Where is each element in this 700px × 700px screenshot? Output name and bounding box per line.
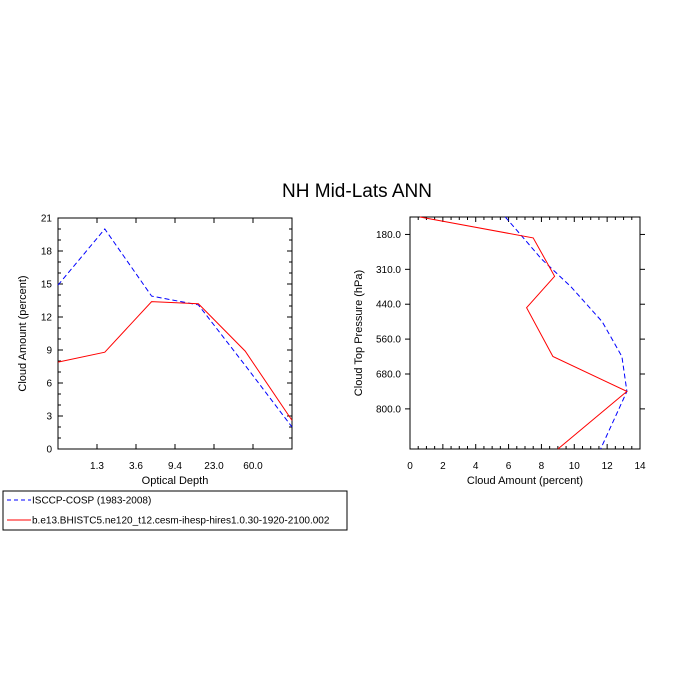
y-tick-label: 3 — [46, 412, 52, 423]
y-tick-label: 18 — [41, 247, 53, 258]
y-axis-title: Cloud Amount (percent) — [17, 275, 29, 391]
x-tick-label: 2 — [440, 461, 446, 472]
x-tick-label: 10 — [569, 461, 581, 472]
plot-frame — [409, 216, 641, 450]
y-tick-label: 0 — [46, 445, 52, 456]
x-tick-label: 6 — [506, 461, 512, 472]
y-axis-title: Cloud Top Pressure (hPa) — [353, 270, 365, 396]
y-tick-label: 12 — [41, 313, 53, 324]
plot-frame — [57, 217, 293, 450]
figure-title: NH Mid-Lats ANN — [282, 181, 432, 202]
y-tick-label: 15 — [41, 280, 53, 291]
y-tick-label: 680.0 — [376, 369, 401, 380]
legend-label-isccp: ISCCP-COSP (1983-2008) — [32, 496, 151, 507]
series-line-isccp — [57, 228, 293, 428]
x-tick-label: 60.0 — [243, 461, 263, 472]
series-line-model — [57, 301, 293, 421]
y-tick-label: 440.0 — [376, 300, 401, 311]
x-axis-title: Cloud Amount (percent) — [467, 475, 583, 487]
x-tick-label: 14 — [634, 461, 646, 472]
y-tick-label: 800.0 — [376, 404, 401, 415]
y-tick-label: 310.0 — [376, 265, 401, 276]
x-axis-title: Optical Depth — [142, 475, 209, 487]
series-line-model — [419, 216, 628, 450]
x-tick-label: 8 — [539, 461, 545, 472]
legend-box — [2, 490, 348, 531]
y-tick-label: 6 — [46, 379, 52, 390]
legend-label-model: b.e13.BHISTC5.ne120_t12.cesm-ihesp-hires… — [32, 516, 330, 527]
x-tick-label: 12 — [602, 461, 614, 472]
y-tick-label: 560.0 — [376, 335, 401, 346]
y-tick-label: 21 — [41, 214, 53, 225]
cloud-top-pressure-panel: 0 2 4 6 8 10 12 14 180.0 310.0 440.0 560.0 680.0 800.… — [353, 216, 646, 487]
legend: ISCCP-COSP (1983-2008) b.e13.BHISTC5.ne1… — [2, 490, 348, 531]
x-tick-label: 9.4 — [168, 461, 182, 472]
series-line-isccp — [504, 216, 628, 450]
x-tick-label: 4 — [473, 461, 479, 472]
x-tick-label: 3.6 — [129, 461, 143, 472]
x-tick-label: 0 — [407, 461, 413, 472]
optical-depth-panel: 0 3 6 9 12 15 18 21 1.3 3.6 9.4 23.0 60.0 Optical Dep… — [17, 214, 293, 487]
y-tick-label: 180.0 — [376, 230, 401, 241]
x-tick-label: 23.0 — [204, 461, 224, 472]
x-tick-label: 1.3 — [90, 461, 104, 472]
y-tick-label: 9 — [46, 346, 52, 357]
